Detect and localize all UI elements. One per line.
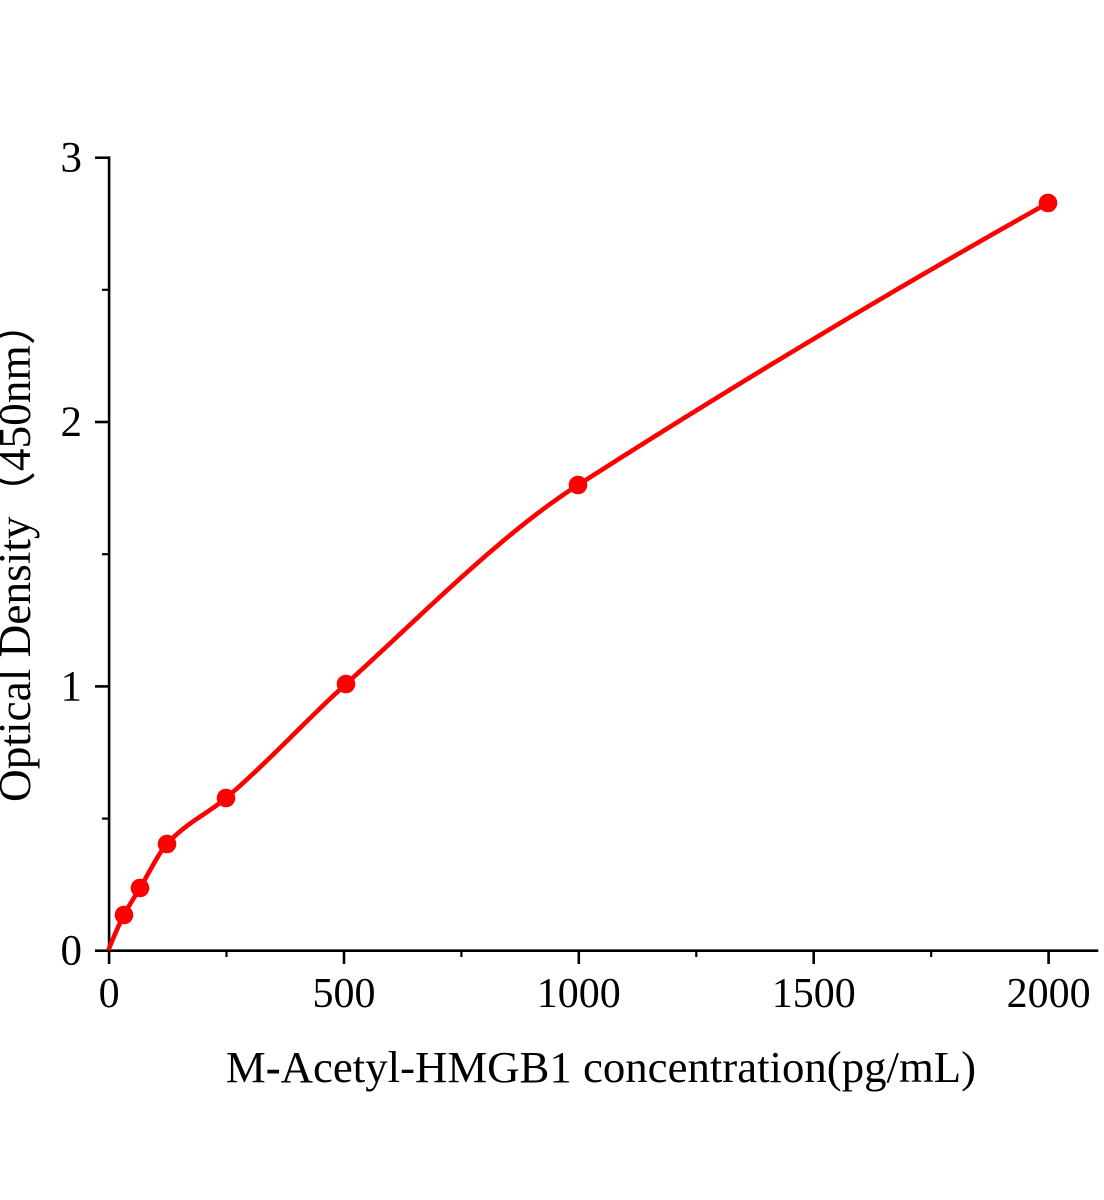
svg-text:1: 1	[61, 663, 83, 710]
svg-text:500: 500	[313, 971, 376, 1017]
svg-text:0: 0	[61, 928, 83, 975]
svg-text:2000: 2000	[1007, 971, 1091, 1017]
svg-text:Optical Density（450nm）: Optical Density（450nm）	[0, 300, 40, 802]
svg-text:1500: 1500	[772, 971, 856, 1017]
svg-text:M-Acetyl-HMGB1 concentration(p: M-Acetyl-HMGB1 concentration(pg/mL)	[226, 1042, 976, 1092]
svg-text:3: 3	[61, 135, 83, 182]
svg-text:0: 0	[99, 971, 120, 1017]
svg-text:1000: 1000	[537, 971, 621, 1017]
svg-text:2: 2	[61, 399, 83, 446]
